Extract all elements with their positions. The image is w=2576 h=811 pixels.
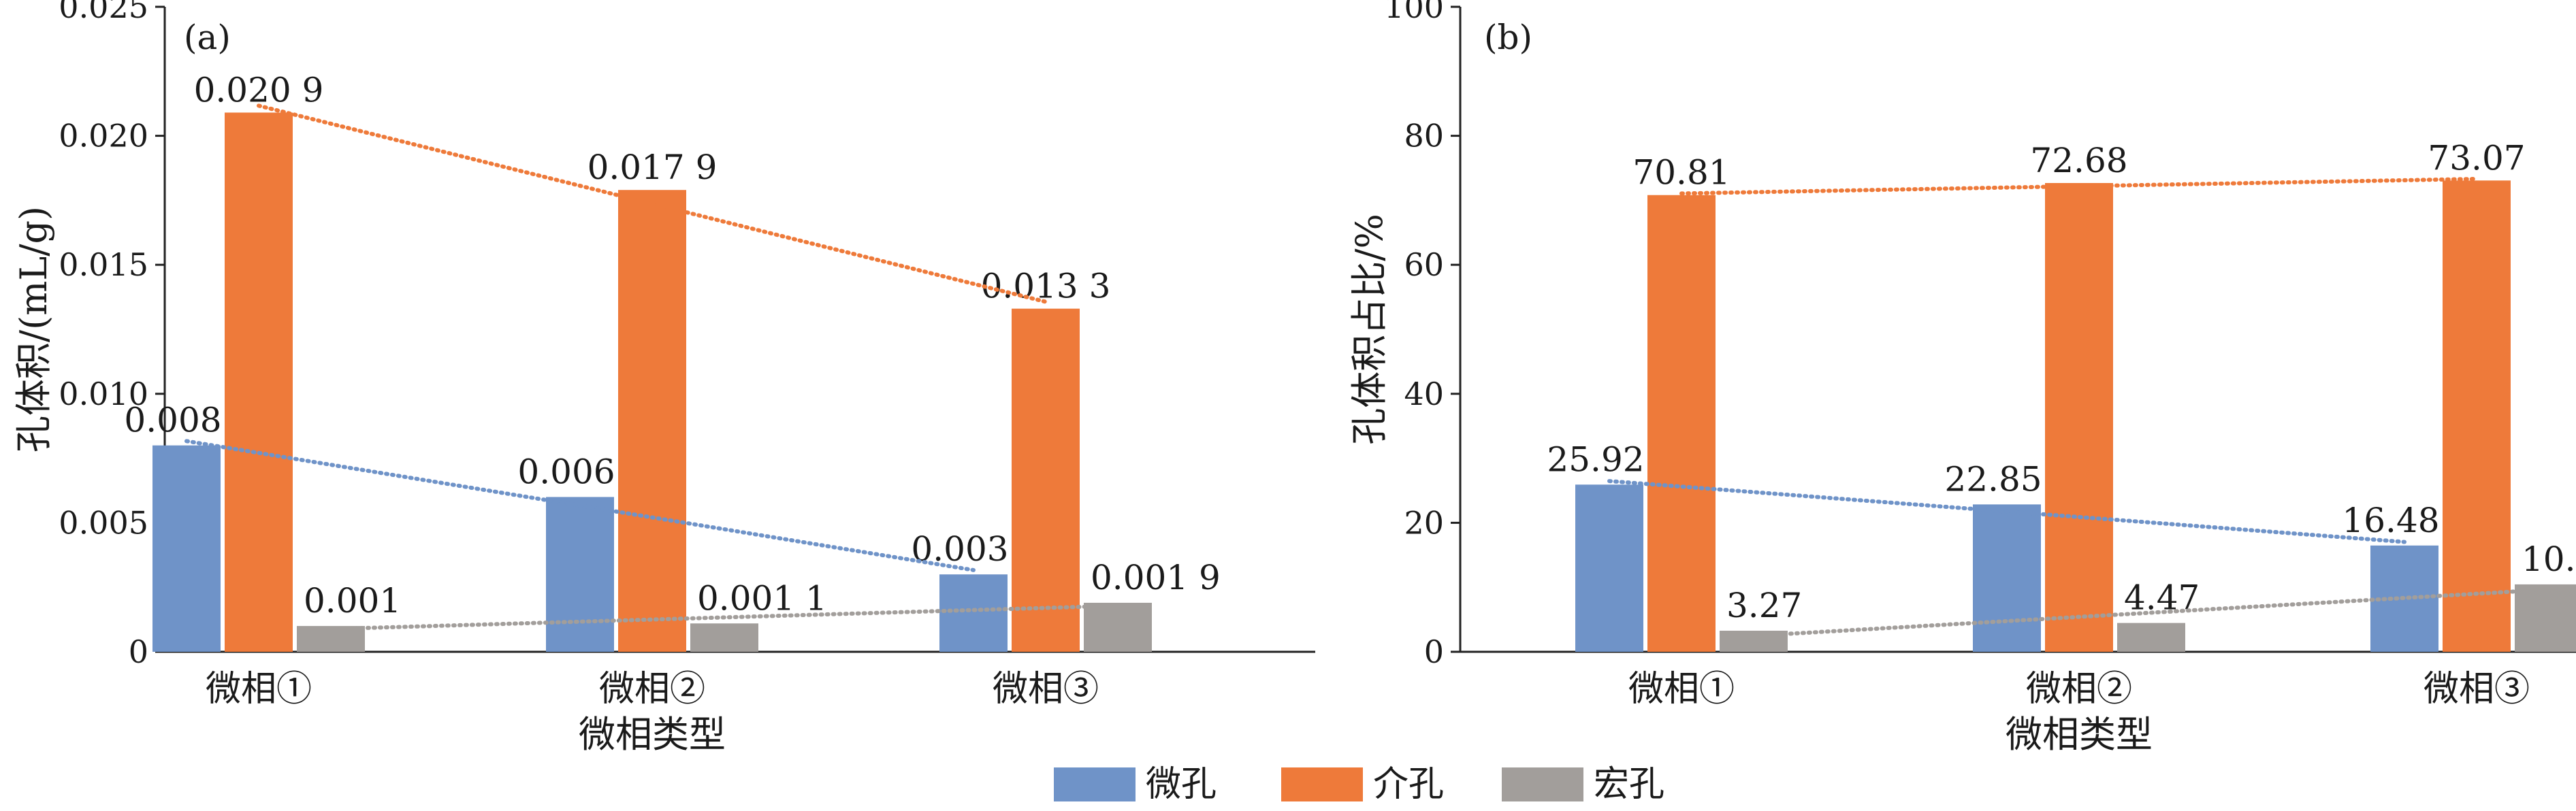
y-axis-title: 孔体积占比/%	[1348, 214, 1391, 445]
legend-label: 宏孔	[1594, 764, 1664, 805]
x-axis-title: 微相类型	[2006, 713, 2153, 756]
bar-mesopore	[1012, 308, 1080, 652]
y-tick-label: 0.015	[59, 246, 148, 283]
bar-macropore	[2117, 623, 2185, 652]
bar-mesopore	[2443, 180, 2511, 652]
panel-label: (b)	[1484, 18, 1532, 57]
y-tick-label: 0.010	[59, 376, 148, 412]
data-label: 22.85	[1944, 459, 2042, 499]
bar-mesopore	[1647, 195, 1716, 652]
legend: 微孔 介孔 宏孔	[1054, 764, 1664, 805]
data-label: 70.81	[1632, 153, 1730, 193]
data-label: 0.017 9	[587, 148, 718, 187]
legend-label: 介孔	[1373, 764, 1444, 805]
data-label: 0.001 9	[1091, 558, 1221, 597]
category-label: 微相①	[206, 669, 312, 710]
data-label: 0.001 1	[697, 578, 827, 618]
data-label: 25.92	[1547, 440, 1644, 479]
legend-swatch	[1054, 767, 1136, 801]
data-label: 72.68	[2030, 141, 2127, 180]
panel-label: (a)	[184, 18, 231, 57]
y-tick-label: 40	[1404, 376, 1444, 412]
y-axis-title: 孔体积/(mL/g)	[12, 206, 55, 452]
bar-micropore	[1973, 504, 2041, 652]
data-label: 3.27	[1726, 586, 1802, 625]
y-tick-label: 0.025	[59, 0, 148, 25]
data-label: 0.020 9	[194, 70, 324, 110]
data-label: 0.001	[304, 581, 401, 620]
trend-line	[1752, 587, 2551, 638]
trend-line	[1679, 176, 2479, 196]
y-tick-label: 60	[1404, 246, 1444, 283]
x-axis-title: 微相类型	[579, 713, 726, 756]
data-label: 0.008	[124, 401, 221, 440]
bar-macropore	[2515, 584, 2576, 652]
category-label: 微相③	[2424, 669, 2530, 710]
bar-micropore	[152, 445, 221, 652]
category-label: 微相②	[2026, 669, 2132, 710]
chart-panel-a: 0 0.005 0.010 0.015 0.020 0.025 (a) 孔体积/(mL/g) 微…	[12, 0, 1315, 756]
trend-line	[257, 103, 1048, 304]
data-label: 16.48	[2342, 501, 2439, 540]
y-tick-label: 0.005	[59, 504, 148, 541]
y-tick-label: 20	[1404, 504, 1444, 541]
data-label: 73.07	[2428, 138, 2525, 178]
category-label: 微相①	[1628, 669, 1735, 710]
y-tick-label: 0.020	[59, 118, 148, 154]
category-label: 微相③	[993, 669, 1099, 710]
bar-mesopore	[618, 190, 686, 652]
trend-line	[1607, 479, 2406, 544]
chart-panel-b: 0 20 40 60 80 100 (b) 孔体积占比/% 微相类型 微相① 25.92 70.81 3…	[1348, 0, 2576, 756]
bar-macropore	[690, 623, 758, 652]
y-tick-label: 0	[129, 633, 148, 670]
bar-micropore	[546, 497, 614, 652]
trend-line	[329, 603, 1120, 631]
bar-micropore	[939, 574, 1008, 652]
legend-swatch	[1281, 767, 1363, 801]
bar-mesopore	[225, 112, 293, 652]
bar-micropore	[1575, 484, 1643, 652]
legend-label: 微孔	[1146, 764, 1217, 805]
trend-line	[184, 439, 976, 572]
y-tick-label: 100	[1384, 0, 1444, 25]
legend-swatch	[1502, 767, 1583, 801]
data-label: 0.013 3	[981, 267, 1111, 306]
data-label: 0.006	[517, 452, 615, 491]
y-tick-label: 80	[1404, 118, 1444, 154]
data-label: 10.45	[2522, 540, 2576, 579]
bar-mesopore	[2045, 182, 2113, 652]
y-tick-label: 0	[1424, 633, 1444, 670]
bar-macropore	[1084, 602, 1152, 652]
category-label: 微相②	[599, 669, 705, 710]
